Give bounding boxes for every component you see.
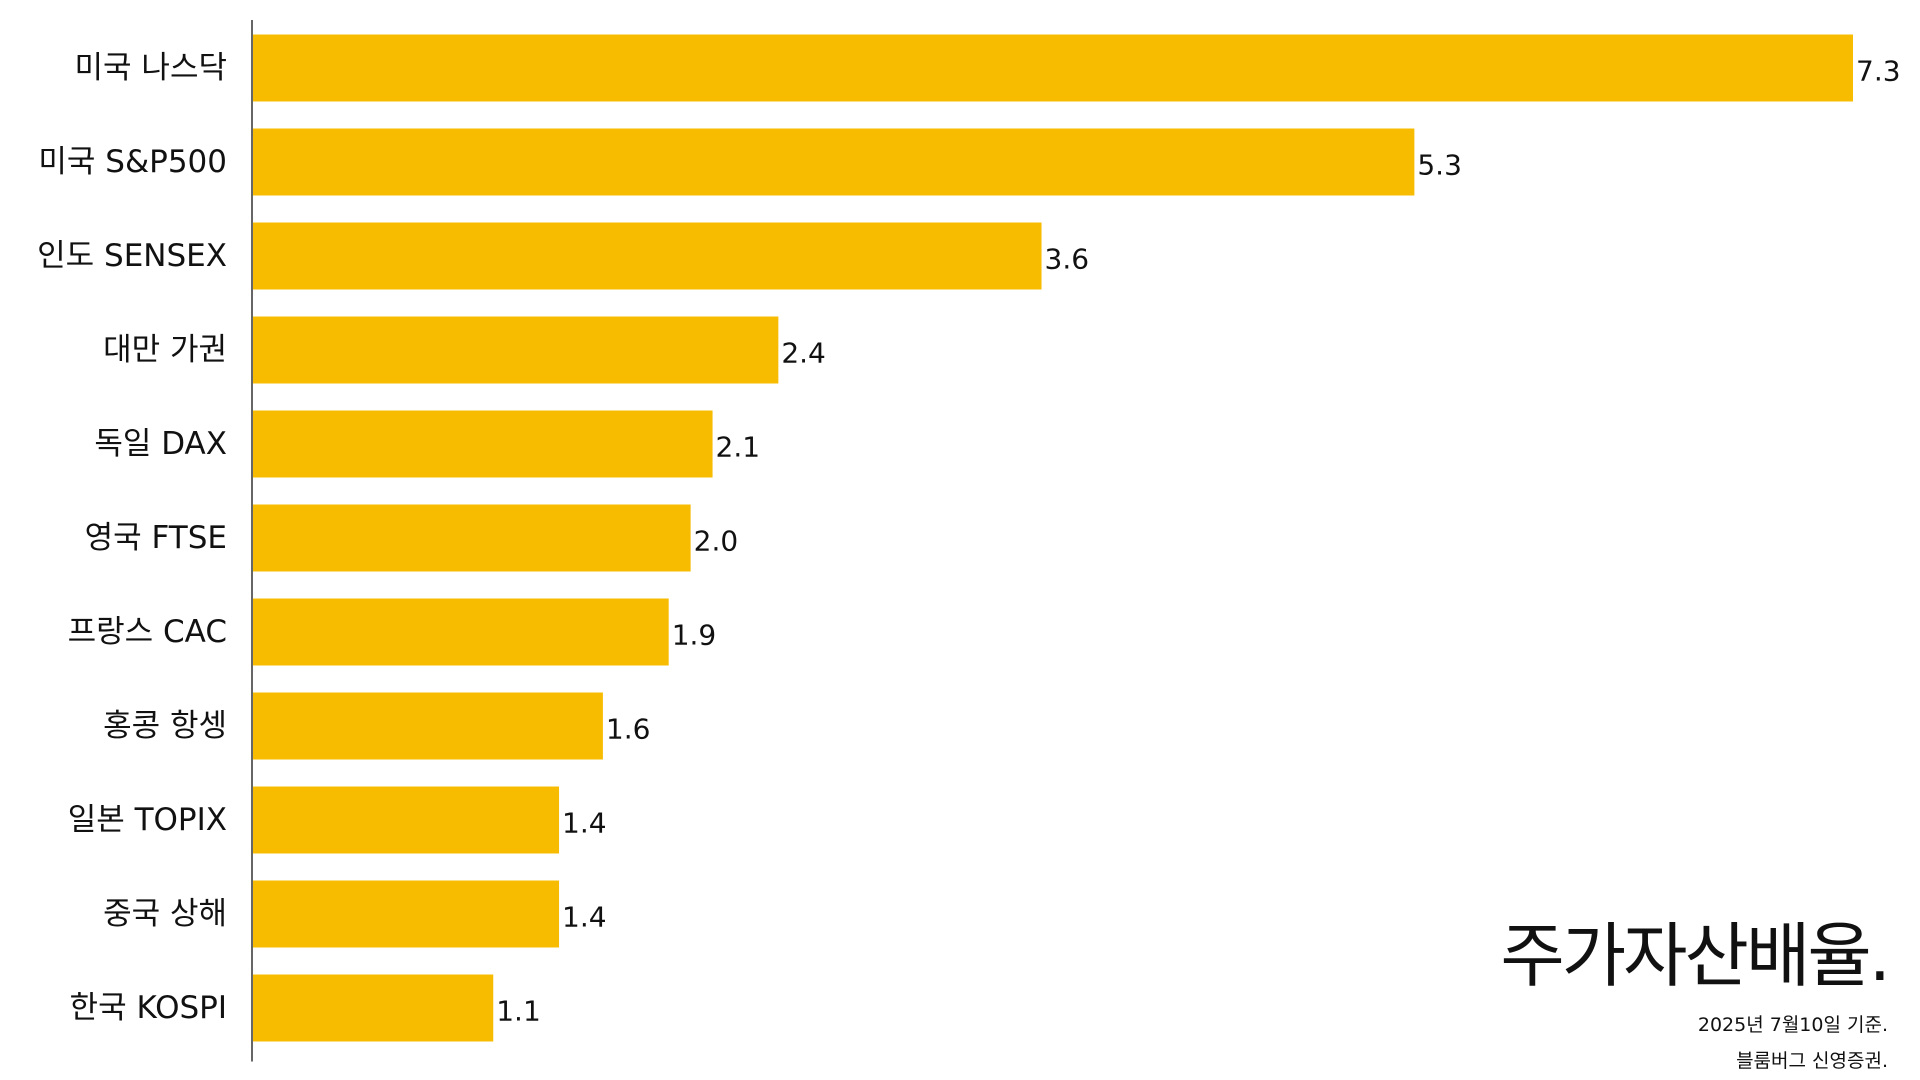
category-label: 일본 TOPIX [68, 802, 227, 838]
date-note: 2025년 7월10일 기준. [1697, 1014, 1888, 1036]
bar [253, 974, 494, 1042]
category-label: 한국 KOSPI [70, 990, 227, 1026]
value-label: 1.6 [606, 713, 651, 746]
value-label: 1.4 [562, 901, 607, 934]
source-note: 블룸버그 신영증권. [1736, 1050, 1888, 1072]
value-label: 1.4 [562, 807, 607, 840]
chart-title: 주가자산배율. [1500, 915, 1891, 997]
value-label: 5.3 [1417, 149, 1462, 182]
category-label: 미국 나스닥 [75, 50, 227, 86]
category-label: 중국 상해 [103, 896, 227, 932]
bar [253, 598, 669, 666]
category-label: 인도 SENSEX [37, 238, 227, 274]
value-label: 2.1 [716, 431, 761, 464]
bar [253, 692, 603, 760]
category-label: 영국 FTSE [85, 520, 227, 556]
category-label: 미국 S&P500 [38, 144, 227, 180]
bar [253, 316, 779, 384]
bar [253, 504, 691, 572]
bar [253, 34, 1853, 102]
bar [253, 410, 713, 478]
value-label: 7.3 [1856, 55, 1901, 88]
bar [253, 128, 1415, 196]
bar [253, 786, 560, 854]
value-label: 3.6 [1045, 243, 1090, 276]
bar [253, 222, 1042, 290]
bars-layer [253, 34, 1853, 1042]
labels-layer: 미국 나스닥 7.3 미국 S&P500 5.3 인도 SENSEX 3.6 대만 가권 2.… [37, 50, 1900, 1028]
category-label: 대만 가권 [103, 332, 227, 368]
category-label: 홍콩 항셍 [103, 708, 227, 744]
value-label: 1.9 [672, 619, 717, 652]
bar [253, 880, 560, 948]
category-label: 독일 DAX [94, 426, 227, 462]
value-label: 1.1 [496, 995, 541, 1028]
value-label: 2.0 [694, 525, 739, 558]
category-label: 프랑스 CAC [68, 614, 227, 650]
value-label: 2.4 [781, 337, 826, 370]
